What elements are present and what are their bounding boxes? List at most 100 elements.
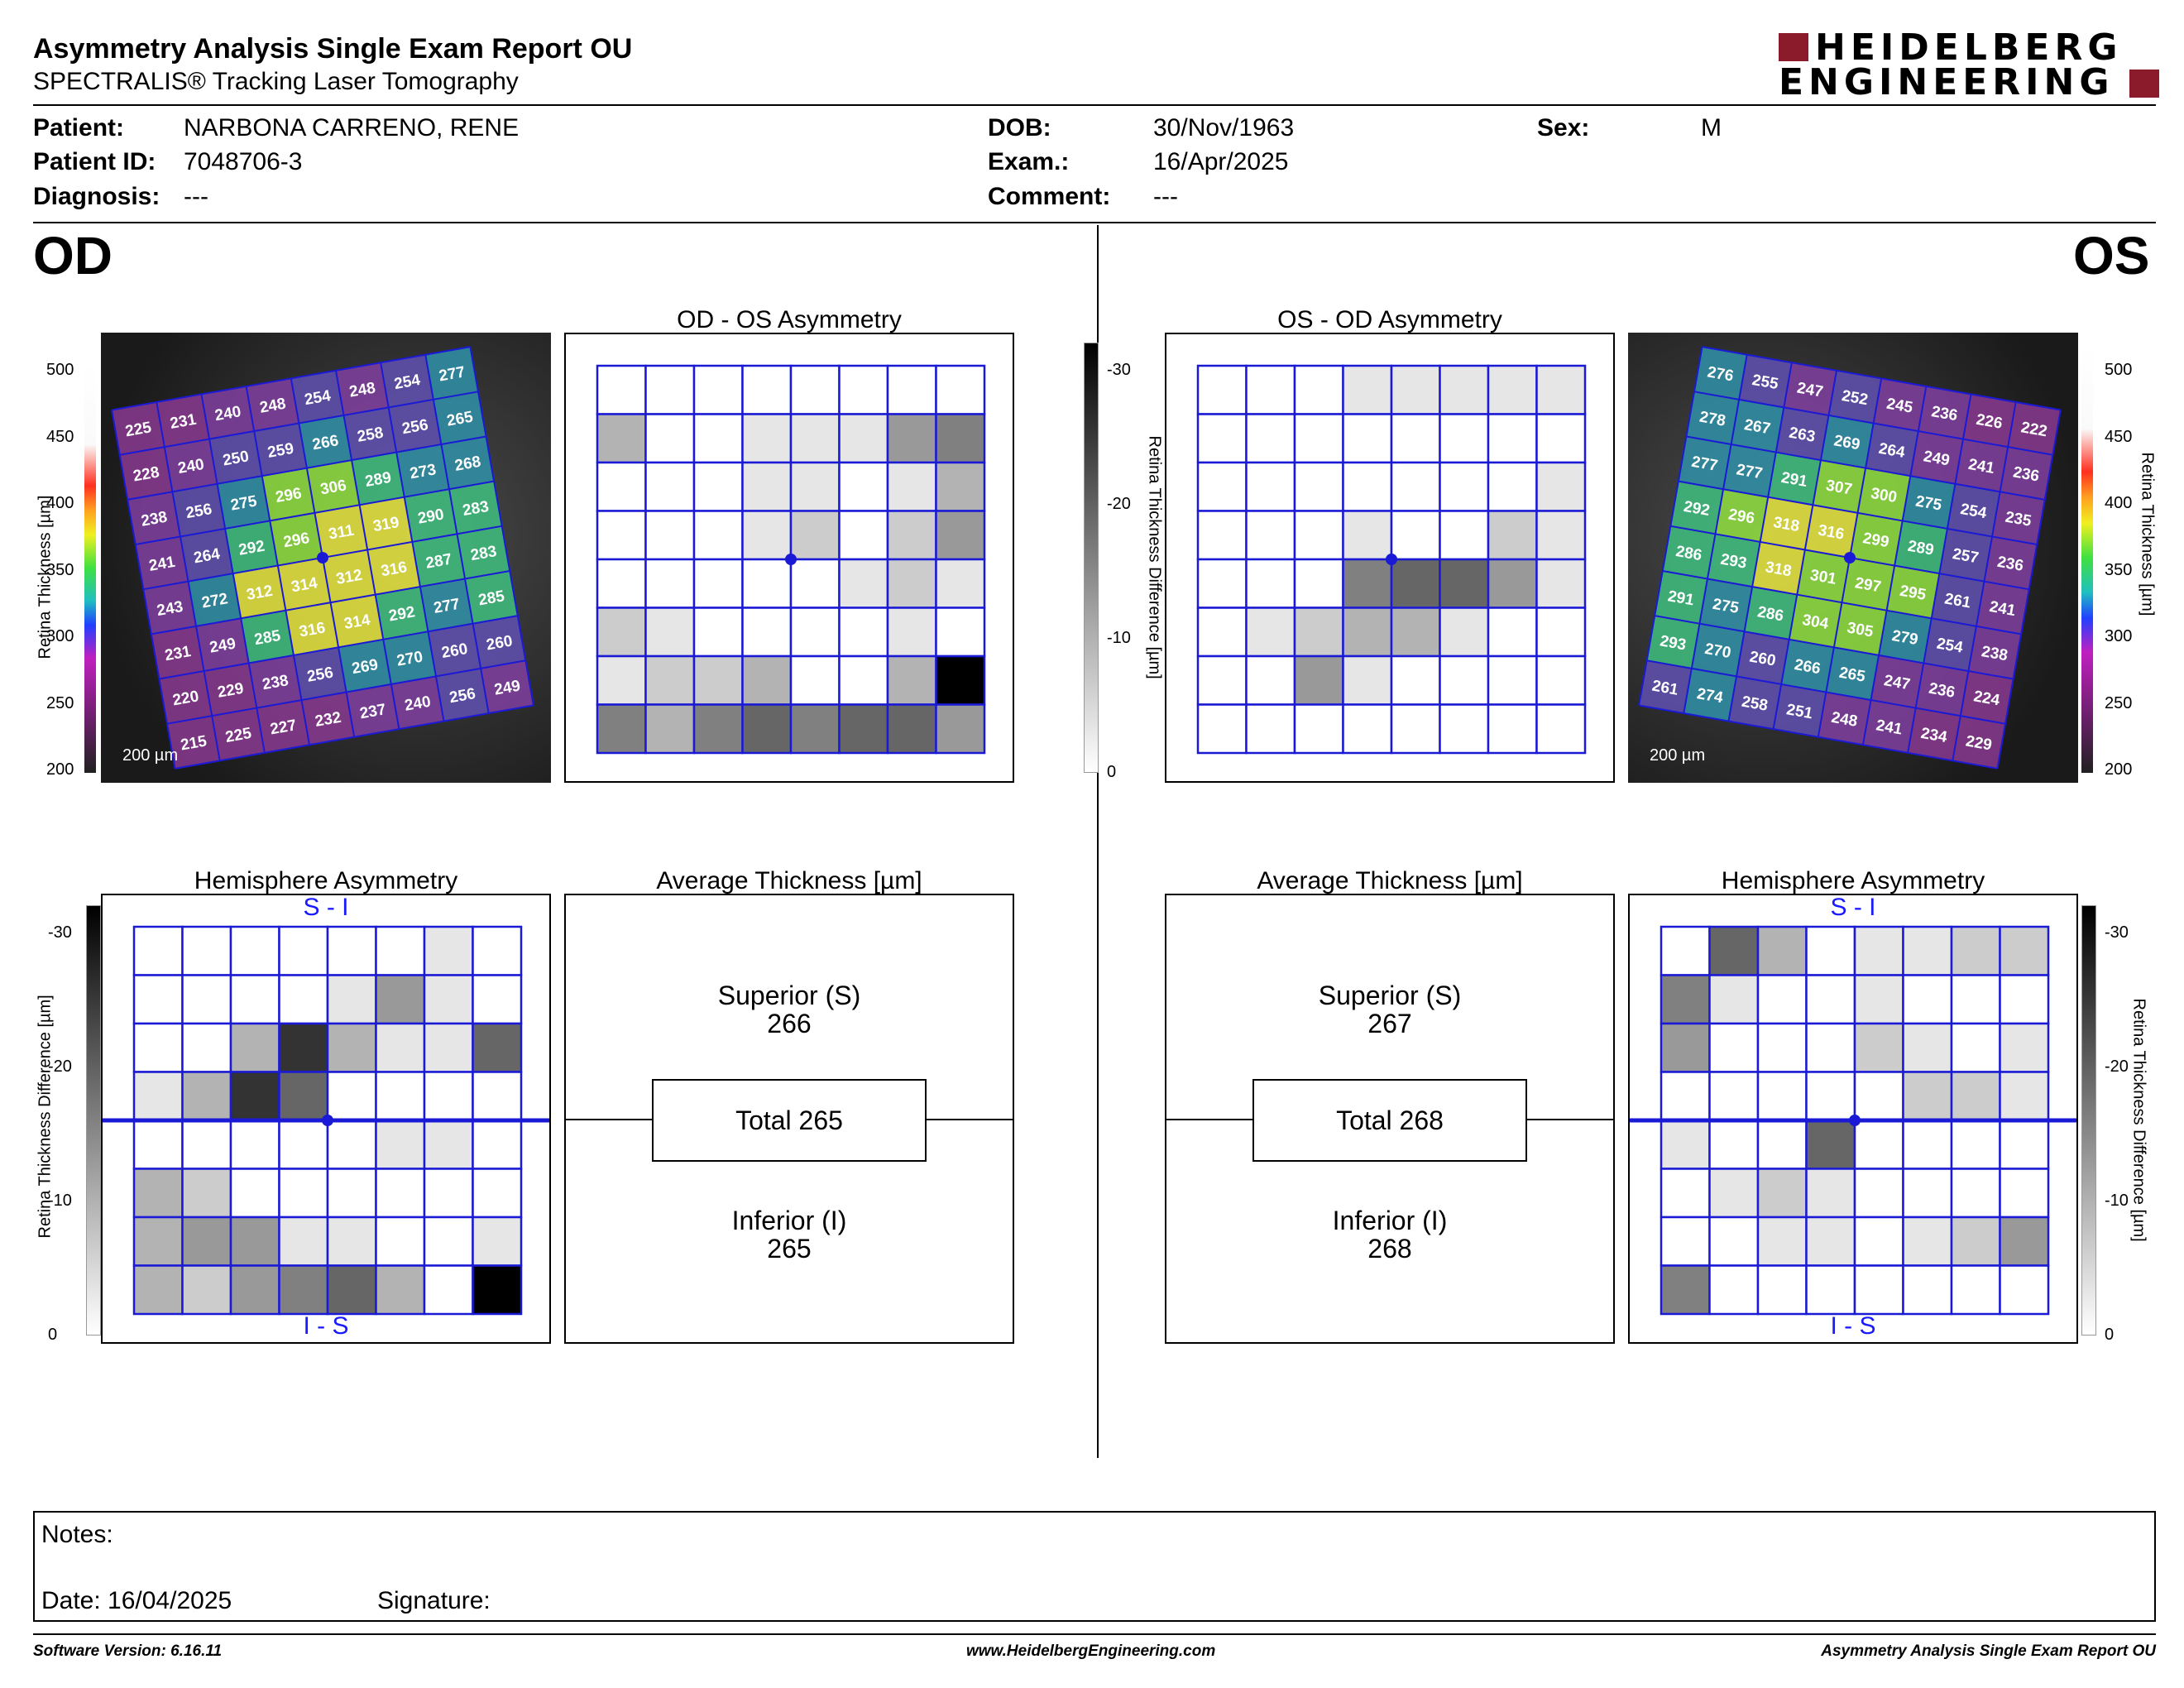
os-asym-cell: [1487, 655, 1538, 706]
os-thickness-tick: 200: [2105, 760, 2133, 779]
os-hemi-title: Hemisphere Asymmetry: [1721, 867, 1985, 894]
os-map-cell: [1693, 347, 1747, 400]
os-asym-cell: [1487, 607, 1538, 658]
os-hemi-cell: [1660, 1264, 1711, 1316]
os-map-cell: [1723, 444, 1776, 497]
dob-value: 30/Nov/1963: [1153, 114, 1295, 141]
od-hemi-cell: [132, 1071, 184, 1122]
od-map-cell: [248, 655, 302, 708]
os-map-cell: [1639, 660, 1692, 714]
os-map-cell: [1910, 431, 1963, 484]
os-hemi-tick: -20: [2105, 1057, 2129, 1076]
os-hemi-cell: [1660, 974, 1711, 1025]
os-map-cell: [1789, 594, 1842, 648]
os-map-cell: [1818, 692, 1871, 746]
os-map-cell: [1915, 663, 1969, 717]
os-map-cell: [1902, 476, 1956, 529]
os-hemi-cell: [1999, 1264, 2050, 1316]
os-hemi-cell: [1805, 925, 1856, 976]
website-link[interactable]: www.HeidelbergEngineering.com: [966, 1642, 1216, 1660]
od-inferior-value: 265: [767, 1234, 812, 1264]
od-asym-cell: [935, 703, 986, 755]
od-asym-cell: [596, 364, 647, 415]
od-hemi-cell: [278, 1168, 329, 1219]
notes-box[interactable]: Notes: Date: 16/04/2025 Signature:: [33, 1511, 2156, 1622]
os-asym-cell: [1293, 607, 1344, 658]
od-hemi-is: I - S: [303, 1312, 349, 1340]
od-asym-cell: [596, 461, 647, 512]
os-map-cell: [2000, 447, 2053, 500]
os-map-cell: [1707, 534, 1760, 587]
os-asym-cell: [1487, 413, 1538, 464]
od-hemi-cell: [375, 974, 426, 1025]
od-asym-cell: [644, 461, 696, 512]
od-map-cell: [285, 602, 339, 655]
os-hemi-cell: [1756, 974, 1808, 1025]
od-hemi-cell: [375, 1022, 426, 1073]
os-map-cell: [1842, 558, 1895, 611]
os-map-cell: [1813, 460, 1866, 513]
od-map-cell: [166, 716, 220, 769]
od-asym-cell: [741, 558, 793, 609]
od-label: OD: [33, 226, 113, 285]
od-asym-cell: [886, 510, 937, 561]
od-map-gridline: [111, 346, 471, 411]
od-map-cell: [448, 481, 502, 535]
os-hemi-cell: [1950, 1119, 2001, 1170]
od-map-cell: [135, 536, 189, 590]
os-map-cell: [1984, 536, 2038, 590]
os-asym-cell: [1245, 558, 1296, 609]
os-asym-cell: [1293, 655, 1344, 706]
od-map-cell: [180, 528, 233, 582]
od-os-asym-panel: [564, 333, 1014, 783]
os-hemi-cell: [1805, 1071, 1856, 1122]
od-map-cell: [465, 570, 518, 624]
os-map-cell: [1968, 626, 2022, 679]
os-map-gridline: [1907, 394, 1972, 753]
os-map-cell: [1952, 716, 2006, 769]
od-asym-cell: [935, 655, 986, 706]
od-hemi-cell: [423, 1168, 474, 1219]
od-asym-cell: [935, 413, 986, 464]
os-map-cell: [1784, 362, 1837, 415]
od-map-cell: [330, 594, 384, 648]
os-inferior-value: 268: [1367, 1234, 1412, 1264]
os-asym-fovea-dot: [1386, 554, 1397, 565]
od-hemi-cell: [132, 1216, 184, 1267]
os-map-cell: [1939, 528, 1993, 582]
os-asym-cell: [1390, 364, 1441, 415]
os-asym-cell: [1196, 703, 1248, 755]
od-hemi-cell: [326, 1119, 377, 1170]
os-asym-cell: [1196, 461, 1248, 512]
od-map-cell: [156, 394, 210, 448]
os-map-cell: [1768, 452, 1821, 506]
os-hemi-cell: [1999, 974, 2050, 1025]
od-map-cell: [209, 431, 262, 484]
os-asym-cell: [1196, 558, 1248, 609]
os-asym-cell: [1196, 655, 1248, 706]
os-asym-cell: [1487, 461, 1538, 512]
od-map-cell: [256, 700, 310, 753]
os-thickness-colorbar: [2081, 343, 2093, 773]
os-asym-cell: [1535, 558, 1587, 609]
od-thickness-axis-title: Retina Thickness [µm]: [36, 495, 55, 659]
od-map-cell: [246, 378, 299, 432]
od-thickness-tick: 250: [46, 693, 74, 712]
od-asym-cell: [741, 413, 793, 464]
os-map-cell: [1866, 423, 1918, 477]
center-diff-colorbar: [1084, 343, 1099, 773]
os-asym-cell: [1342, 655, 1393, 706]
od-map-cell: [314, 505, 368, 558]
os-map-cell: [1955, 439, 2009, 492]
os-hemi-cell: [1950, 1022, 2001, 1073]
os-asym-cell: [1439, 413, 1490, 464]
os-asym-cell: [1487, 703, 1538, 755]
od-hemi-cell: [375, 925, 426, 976]
od-asym-cell: [692, 413, 744, 464]
od-asym-cell: [886, 364, 937, 415]
os-hemi-cell: [1853, 1022, 1904, 1073]
sex-value: M: [1701, 114, 1722, 141]
os-hemi-cell: [1999, 1119, 2050, 1170]
od-hemi-cell: [181, 1022, 232, 1073]
od-asym-cell: [838, 461, 889, 512]
